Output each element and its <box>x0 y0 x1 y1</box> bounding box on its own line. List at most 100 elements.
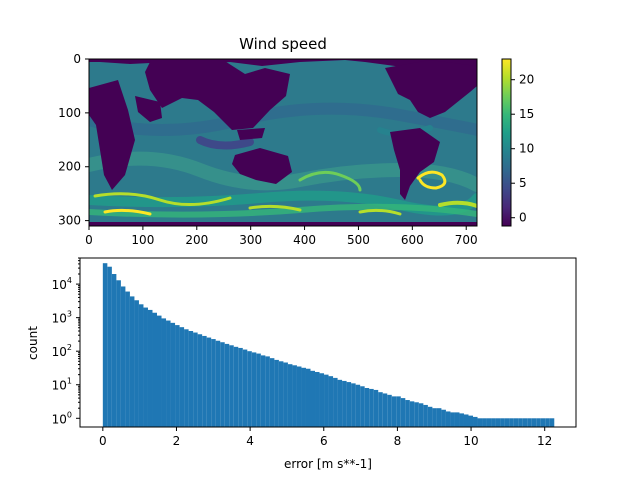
histogram-bar <box>120 286 126 427</box>
histogram-bar <box>134 300 139 427</box>
histogram-bar <box>396 396 401 427</box>
histogram-bar <box>450 412 455 427</box>
colorbar-tick-label: 0 <box>519 211 527 225</box>
histogram-bar <box>423 404 428 427</box>
histogram-bar <box>107 266 112 427</box>
histogram-bar <box>342 380 347 427</box>
histogram-bar <box>346 382 352 427</box>
histogram-bar <box>175 325 180 427</box>
colorbar-tick-label: 10 <box>519 142 534 156</box>
map-x-tick-label: 600 <box>401 233 424 247</box>
histogram-bar <box>111 274 117 427</box>
histogram-x-ticks: 0 2 4 6 8 10 12 <box>99 427 552 448</box>
histogram-bar <box>278 361 284 427</box>
histogram-bar <box>310 370 316 427</box>
histogram-bar <box>549 418 555 427</box>
histogram-x-tick-label: 12 <box>537 434 552 448</box>
histogram-bar <box>319 373 325 427</box>
histogram-bar <box>441 409 446 427</box>
histogram-y-tick-label: 103 <box>52 310 72 326</box>
histogram-y-tick-label: 100 <box>52 410 72 426</box>
histogram-bar <box>283 362 288 427</box>
histogram-bar <box>400 398 406 427</box>
histogram-bar <box>211 339 216 427</box>
histogram-bar <box>251 352 257 427</box>
histogram-bar <box>545 418 550 427</box>
map-title: Wind speed <box>239 35 327 53</box>
histogram-bar <box>355 384 361 427</box>
histogram-bar <box>184 329 189 427</box>
histogram-bar <box>491 418 496 427</box>
histogram-bar <box>482 418 487 427</box>
histogram-bar <box>536 418 541 427</box>
histogram-x-tick-label: 4 <box>246 434 254 448</box>
histogram-bar <box>247 351 252 427</box>
histogram-bar <box>473 416 478 427</box>
histogram-bar <box>224 343 230 427</box>
histogram-bar <box>138 304 144 427</box>
histogram-bar <box>206 337 212 427</box>
histogram-bar <box>445 411 451 427</box>
histogram-bar <box>369 388 374 427</box>
histogram-bars <box>102 263 555 427</box>
colorbar-ticks: 0 5 10 15 20 <box>511 73 534 225</box>
histogram-bar <box>364 387 370 427</box>
histogram-bar <box>242 349 248 427</box>
histogram-bar <box>179 327 185 427</box>
map-x-tick-label: 0 <box>85 233 93 247</box>
histogram-bar <box>427 406 433 427</box>
map-x-tick-label: 400 <box>293 233 316 247</box>
map-x-tick-label: 500 <box>347 233 370 247</box>
wind-speed-map <box>89 59 477 226</box>
histogram-bar <box>373 389 379 427</box>
map-x-tick-label: 100 <box>131 233 154 247</box>
histogram-bar <box>337 379 343 427</box>
histogram-x-tick-label: 8 <box>394 434 402 448</box>
histogram-bar <box>296 366 302 427</box>
histogram-bar <box>527 418 532 427</box>
histogram-bar <box>193 332 198 427</box>
histogram-bar <box>500 418 505 427</box>
histogram-bar <box>495 418 501 427</box>
map-x-tick-label: 700 <box>455 233 478 247</box>
histogram-bar <box>125 291 130 427</box>
histogram-bar <box>233 346 239 427</box>
histogram-x-tick-label: 6 <box>320 434 328 448</box>
histogram-bar <box>170 322 176 427</box>
histogram-frame <box>79 257 577 428</box>
histogram-bar <box>360 386 365 427</box>
histogram-bar <box>229 345 234 427</box>
histogram-bar <box>324 374 329 427</box>
histogram-bar <box>468 415 474 427</box>
histogram-bar <box>305 368 311 427</box>
histogram-bar <box>540 418 546 427</box>
histogram-bar <box>486 418 492 427</box>
histogram-bar <box>436 408 442 427</box>
histogram-bar <box>513 418 519 427</box>
histogram-bar <box>215 340 221 427</box>
histogram-bar <box>188 331 194 427</box>
histogram-bar <box>387 394 392 427</box>
histogram-bar <box>292 365 297 427</box>
histogram-bar <box>315 371 320 427</box>
land-masses <box>89 59 477 226</box>
map-x-tick-label: 200 <box>185 233 208 247</box>
histogram-bar <box>238 347 243 427</box>
histogram-bar <box>143 307 148 427</box>
histogram-x-tick-label: 0 <box>99 434 107 448</box>
histogram-bar <box>287 364 293 427</box>
histogram-x-tick-label: 2 <box>173 434 181 448</box>
histogram-bar <box>378 392 383 427</box>
histogram-bar <box>147 309 153 427</box>
colorbar-tick-label: 20 <box>519 73 534 87</box>
histogram-bar <box>382 393 388 427</box>
histogram-x-label: error [m s**-1] <box>284 457 372 471</box>
histogram-y-ticks: 100 101 102 103 104 <box>52 257 80 426</box>
histogram-bar <box>166 320 171 427</box>
histogram-bar <box>202 335 207 427</box>
map-y-tick-label: 200 <box>58 160 81 174</box>
histogram-bar <box>260 355 266 427</box>
histogram-bar <box>161 318 167 427</box>
histogram-y-label: count <box>26 326 40 360</box>
histogram-y-tick-label: 101 <box>52 377 72 393</box>
